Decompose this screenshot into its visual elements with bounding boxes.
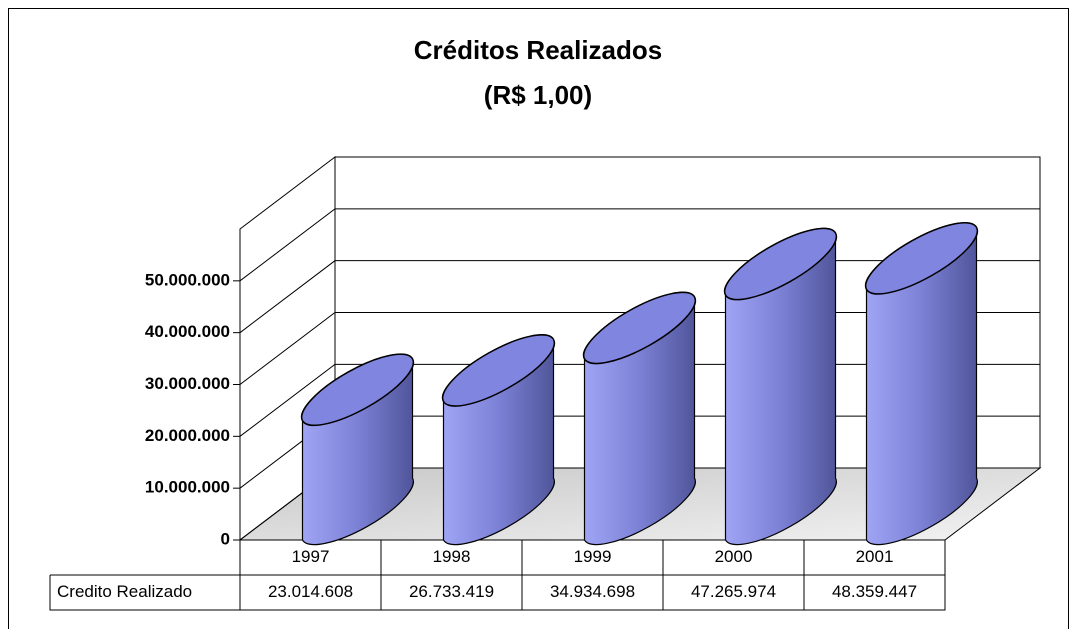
bar — [582, 291, 697, 546]
value-label: 48.359.447 — [832, 582, 917, 601]
bar — [441, 334, 556, 546]
bar — [864, 222, 979, 546]
x-tick-label: 2001 — [856, 547, 894, 566]
bar-top — [723, 227, 838, 301]
value-label: 26.733.419 — [409, 582, 494, 601]
y-tick-label: 50.000.000 — [145, 270, 230, 289]
y-tick-label: 20.000.000 — [145, 426, 230, 445]
y-tick-label: 10.000.000 — [145, 478, 230, 497]
value-label: 23.014.608 — [268, 582, 353, 601]
table-grid — [49, 540, 946, 611]
bar-top — [864, 222, 979, 295]
bar — [723, 227, 838, 546]
x-tick-label: 1999 — [574, 547, 612, 566]
y-tick-label: 40.000.000 — [145, 322, 230, 341]
value-label: 47.265.974 — [691, 582, 776, 601]
x-tick-label: 1998 — [433, 547, 471, 566]
chart-subtitle: (R$ 1,00) — [484, 80, 592, 110]
x-tick-label: 1997 — [292, 547, 330, 566]
bar-top — [300, 353, 415, 427]
chart-border — [8, 8, 1069, 629]
grid-line — [239, 208, 1040, 282]
bar-top — [582, 291, 697, 365]
bar-top — [441, 334, 556, 407]
bar — [300, 353, 415, 546]
chart-title: Créditos Realizados — [414, 35, 663, 65]
y-tick-label: 0 — [221, 529, 230, 548]
y-tick-label: 30.000.000 — [145, 374, 230, 393]
x-tick-label: 2000 — [715, 547, 753, 566]
value-label: 34.934.698 — [550, 582, 635, 601]
legend-label: Credito Realizado — [57, 582, 192, 601]
